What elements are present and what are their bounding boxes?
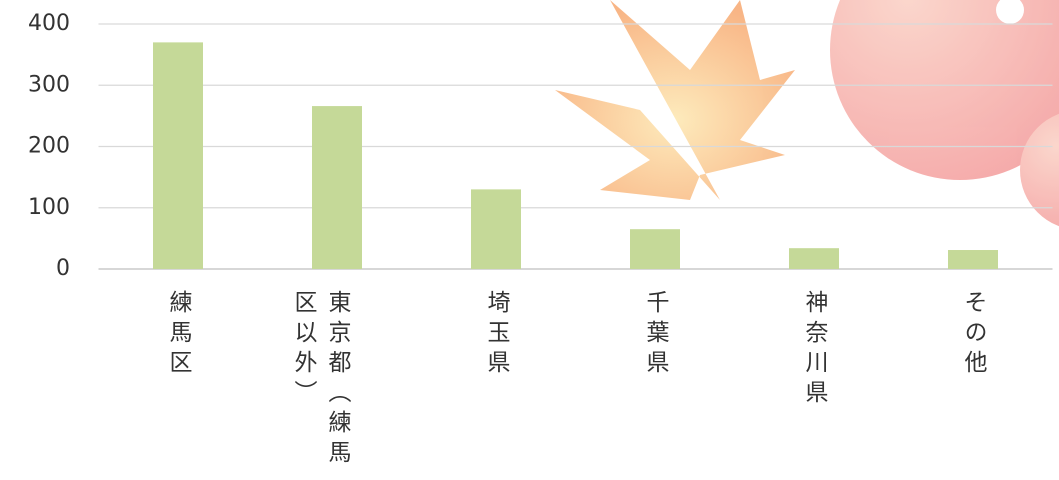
decoration	[555, 0, 1059, 227]
x-tick-label: 埼玉県	[483, 290, 509, 380]
y-tick-label: 400	[28, 11, 70, 36]
x-tick-label: その他	[960, 290, 986, 380]
x-tick-label: 千葉県	[642, 290, 668, 380]
y-tick-label: 200	[28, 134, 70, 159]
y-tick-label: 100	[28, 195, 70, 220]
y-tick-label: 0	[56, 256, 70, 281]
bar	[789, 248, 839, 269]
x-tick-label: 神奈川県	[801, 290, 827, 410]
axes: 0 100 200 300 400	[28, 11, 1053, 281]
bar	[153, 42, 203, 269]
y-tick-label: 300	[28, 72, 70, 97]
bar	[471, 189, 521, 269]
bar	[312, 106, 362, 269]
x-tick-label: 東京都（練馬区以外）	[290, 290, 350, 470]
bar	[630, 229, 680, 269]
x-tick-label: 練馬区	[165, 290, 191, 380]
bar	[948, 250, 998, 269]
